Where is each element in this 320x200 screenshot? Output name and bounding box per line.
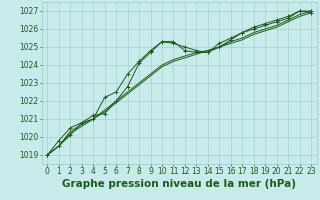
X-axis label: Graphe pression niveau de la mer (hPa): Graphe pression niveau de la mer (hPa) bbox=[62, 179, 296, 189]
